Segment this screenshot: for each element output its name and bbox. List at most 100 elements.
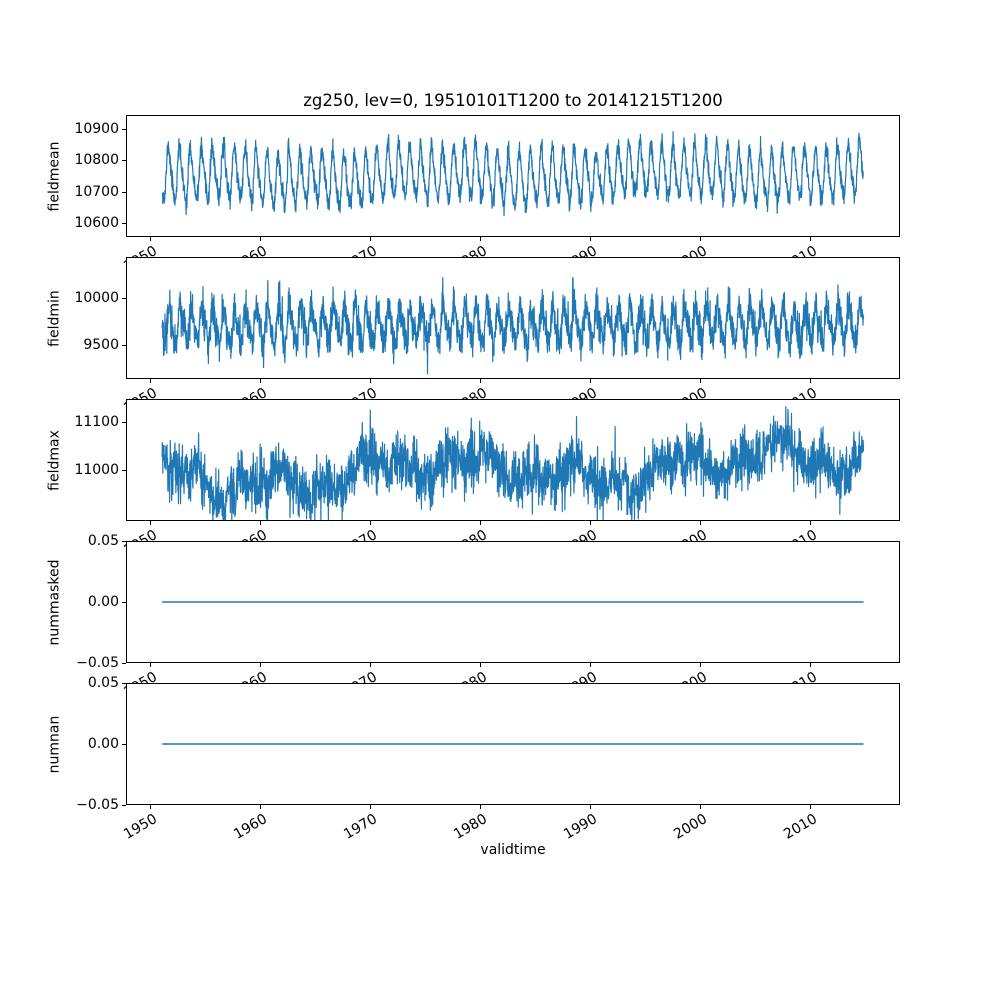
x-tick-label: 1960 xyxy=(231,527,271,559)
axes-box-numnan xyxy=(126,683,900,805)
x-tick-label: 1950 xyxy=(121,669,161,701)
x-tick-label: 1960 xyxy=(231,385,271,417)
x-tick-label: 2010 xyxy=(780,243,820,275)
series-line-fieldmin xyxy=(161,277,865,375)
x-tick-mark xyxy=(699,521,701,525)
y-tick-mark xyxy=(122,744,126,745)
plot-area-fieldmax xyxy=(161,406,865,520)
axes-box-fieldmax xyxy=(126,399,900,521)
x-tick-label: 2010 xyxy=(780,669,820,701)
x-tick-mark xyxy=(589,379,591,383)
x-tick-mark xyxy=(150,379,152,383)
x-tick-label: 1990 xyxy=(561,527,600,559)
x-tick-mark xyxy=(480,379,482,383)
x-tick-label: 2000 xyxy=(671,243,710,275)
y-tick-label: 0.05 xyxy=(87,675,119,691)
x-tick-mark xyxy=(260,663,262,667)
y-tick-label: 0.00 xyxy=(87,594,119,610)
y-tick-mark xyxy=(122,344,126,346)
x-tick-label: 2010 xyxy=(780,527,820,559)
y-axis-label-fieldmax: fieldmax xyxy=(46,430,63,491)
x-tick-mark xyxy=(809,521,811,525)
y-axis-label-numnan: numnan xyxy=(46,715,63,774)
y-tick-label: 10800 xyxy=(74,152,119,169)
x-tick-label: 1960 xyxy=(231,243,271,275)
y-tick-label: −0.05 xyxy=(76,655,119,671)
x-tick-mark xyxy=(370,805,372,809)
x-tick-mark xyxy=(699,379,701,383)
x-tick-label: 1990 xyxy=(561,243,600,275)
x-tick-mark xyxy=(150,521,152,525)
x-tick-mark xyxy=(809,663,811,667)
x-tick-mark xyxy=(260,805,262,809)
x-tick-mark xyxy=(809,237,811,241)
x-tick-mark xyxy=(699,805,701,809)
figure-title: zg250, lev=0, 19510101T1200 to 20141215T… xyxy=(303,91,723,110)
x-tick-label: 1990 xyxy=(561,669,600,701)
axes-box-fieldmean xyxy=(126,115,900,237)
series-line-fieldmax xyxy=(161,406,865,520)
y-tick-mark xyxy=(122,602,126,603)
x-tick-mark xyxy=(480,663,482,667)
x-tick-label: 1980 xyxy=(451,385,491,417)
y-tick-label: 10600 xyxy=(74,214,119,231)
y-tick-label: 9500 xyxy=(83,336,119,353)
y-tick-mark xyxy=(122,683,126,684)
y-axis-label-nummasked: nummasked xyxy=(46,559,63,646)
axes-box-fieldmin xyxy=(126,257,900,379)
plot-area-fieldmin xyxy=(161,277,865,375)
x-tick-label: 2000 xyxy=(671,385,710,417)
x-tick-mark xyxy=(699,237,701,241)
x-tick-mark xyxy=(480,805,482,809)
x-tick-mark xyxy=(370,379,372,383)
x-tick-mark xyxy=(150,805,152,809)
x-tick-label: 1980 xyxy=(451,669,491,701)
x-tick-label: 1950 xyxy=(121,243,161,275)
x-tick-mark xyxy=(589,521,591,525)
y-tick-mark xyxy=(122,297,126,299)
y-tick-label: 0.00 xyxy=(87,736,119,752)
y-tick-mark xyxy=(122,191,126,193)
x-tick-mark xyxy=(589,805,591,809)
x-tick-label: 1980 xyxy=(451,243,491,275)
x-tick-mark xyxy=(370,663,372,667)
x-tick-mark xyxy=(480,237,482,241)
x-tick-label: 2000 xyxy=(671,527,710,559)
y-tick-label: −0.05 xyxy=(76,797,119,813)
y-tick-label: 11100 xyxy=(74,414,119,431)
x-tick-label: 2010 xyxy=(780,385,820,417)
x-tick-label: 1960 xyxy=(231,669,271,701)
x-tick-mark xyxy=(480,521,482,525)
y-tick-label: 11000 xyxy=(74,462,119,479)
x-tick-mark xyxy=(370,237,372,241)
y-tick-label: 10900 xyxy=(74,121,119,138)
x-tick-label: 1990 xyxy=(561,385,600,417)
x-tick-mark xyxy=(589,663,591,667)
y-tick-mark xyxy=(122,422,126,424)
y-tick-mark xyxy=(122,129,126,131)
y-axis-label-fieldmin: fieldmin xyxy=(46,290,63,347)
x-tick-mark xyxy=(370,521,372,525)
x-tick-label: 1950 xyxy=(121,527,161,559)
axes-box-nummasked xyxy=(126,541,900,663)
x-tick-label: 1970 xyxy=(341,243,381,275)
x-tick-mark xyxy=(260,237,262,241)
plot-area-fieldmean xyxy=(161,131,865,217)
plot-area-nummasked xyxy=(162,601,864,603)
x-tick-mark xyxy=(699,663,701,667)
x-tick-label: 2000 xyxy=(671,669,710,701)
y-axis-label-fieldmean: fieldmean xyxy=(46,141,63,212)
x-tick-mark xyxy=(809,805,811,809)
x-tick-label: 1980 xyxy=(451,527,491,559)
x-tick-mark xyxy=(809,379,811,383)
y-tick-mark xyxy=(122,470,126,472)
y-tick-label: 10000 xyxy=(74,289,119,306)
y-tick-mark xyxy=(122,541,126,542)
plot-area-numnan xyxy=(162,743,864,745)
y-tick-mark xyxy=(122,663,126,664)
x-tick-mark xyxy=(589,237,591,241)
y-tick-mark xyxy=(122,222,126,224)
y-tick-mark xyxy=(122,805,126,806)
y-tick-label: 0.05 xyxy=(87,533,119,549)
